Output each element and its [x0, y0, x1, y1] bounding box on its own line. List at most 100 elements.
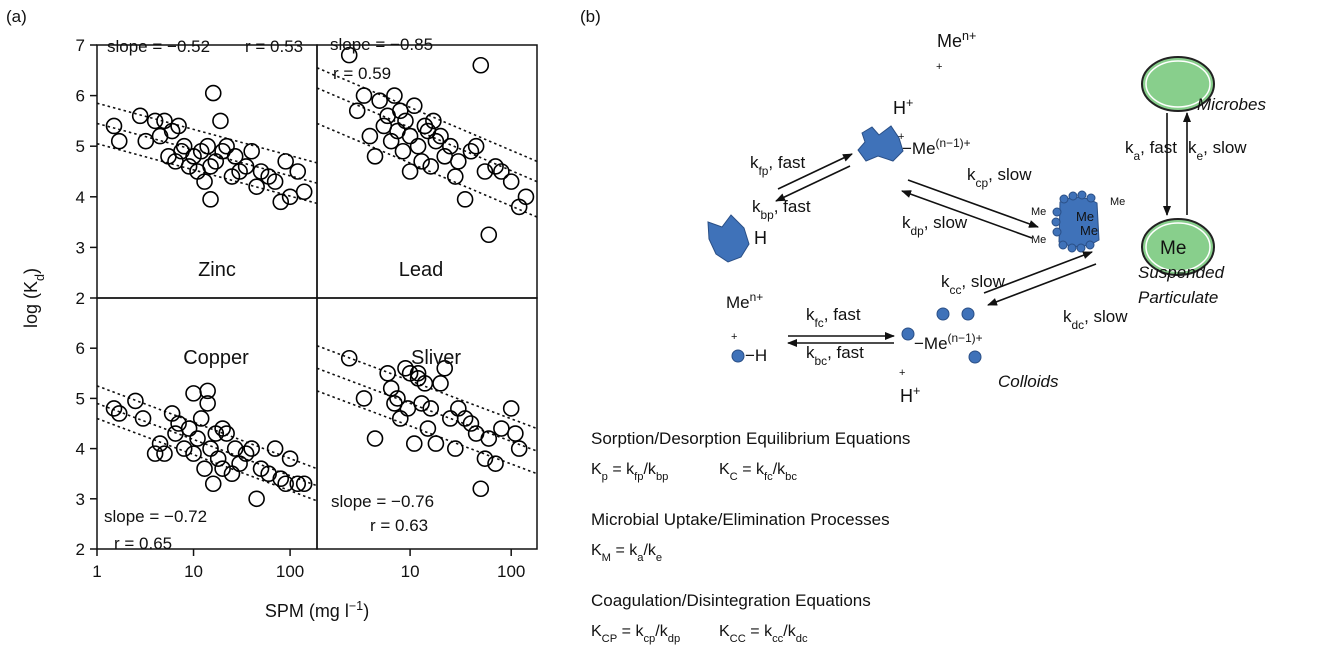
text-part: H: [893, 98, 906, 118]
text-part: k: [1188, 138, 1197, 157]
diagram-shapes: [707, 56, 1215, 364]
data-point: [272, 193, 290, 211]
diagram-label: Microbes: [1197, 95, 1266, 114]
data-point: [480, 430, 498, 447]
data-point: [248, 178, 265, 195]
data-point: [199, 382, 216, 400]
data-point: [510, 440, 528, 457]
equation-heading: Microbial Uptake/Elimination Processes: [591, 510, 890, 529]
supscript: (n−1)+: [948, 331, 983, 345]
data-point: [510, 198, 528, 216]
diagram-label: Particulate: [1138, 288, 1218, 307]
subscript: dc: [1072, 318, 1085, 332]
text-part: −Me: [902, 139, 936, 158]
data-point: [192, 410, 210, 427]
diagram-label: kbc, fast: [806, 343, 864, 368]
data-point: [199, 395, 216, 412]
subscript: C: [730, 471, 738, 483]
data-point: [156, 112, 173, 130]
y-tick-label: 3: [76, 238, 85, 257]
data-point: [394, 142, 412, 160]
diagram-label: H+: [900, 384, 920, 406]
data-point: [137, 132, 155, 150]
subscript: cc: [950, 283, 962, 297]
data-point: [355, 87, 373, 104]
fit-line: [96, 402, 318, 487]
diagram-label: −H: [745, 346, 767, 365]
data-point: [456, 191, 474, 208]
subscript: dp: [668, 633, 680, 645]
data-point: [196, 460, 213, 477]
data-point: [399, 400, 417, 417]
text-part: = k: [611, 542, 638, 559]
supscript: +: [906, 96, 913, 110]
diagram-label: kcc, slow: [941, 272, 1006, 297]
data-point: [226, 440, 244, 457]
data-point: [480, 226, 498, 244]
text-part: /k: [783, 623, 796, 640]
text-part: , fast: [768, 153, 805, 172]
subscript: e: [1197, 149, 1204, 163]
subscript: d: [33, 274, 47, 281]
text-part: Me: [937, 31, 962, 51]
data-point: [146, 445, 164, 462]
diagram-label: H+: [893, 96, 913, 118]
subscript: dc: [796, 633, 808, 645]
data-point: [422, 158, 440, 175]
data-point: [266, 173, 284, 190]
text-part: k: [752, 197, 761, 216]
data-point: [340, 349, 358, 367]
text-part: Me: [1160, 238, 1186, 259]
diagram-label: Suspended: [1138, 263, 1225, 282]
diagram-label: −Me(n−1)+: [914, 331, 983, 353]
text-part: K: [591, 542, 602, 559]
data-point: [185, 385, 202, 402]
data-point: [476, 163, 494, 180]
equation: Kp = kfp/kbp: [591, 461, 668, 483]
subscript: fp: [759, 164, 769, 178]
data-point: [105, 400, 123, 417]
text-part: Particulate: [1138, 288, 1218, 307]
data-point: [436, 359, 454, 377]
data-point: [413, 153, 430, 170]
text-part: , slow: [961, 272, 1005, 291]
annotation: r = 0.63: [370, 516, 428, 535]
data-point: [502, 400, 520, 417]
microbe: [1141, 56, 1215, 112]
data-point: [131, 107, 149, 125]
data-point: [462, 415, 480, 432]
text-part: = k: [608, 461, 635, 478]
text-part: , fast: [824, 305, 861, 324]
data-point: [409, 364, 427, 382]
data-point: [366, 148, 384, 165]
text-part: /k: [773, 461, 786, 478]
supscript: +: [913, 384, 920, 398]
equation: KM = ka/ke: [591, 542, 662, 564]
supscript: −1: [349, 599, 363, 613]
data-point: [487, 455, 504, 472]
data-point: [289, 163, 307, 180]
data-point: [214, 420, 231, 437]
data-point: [202, 158, 219, 175]
text-part: , slow: [1203, 138, 1247, 157]
diagram-label: ka, fast: [1125, 138, 1177, 163]
humic-particle: [707, 214, 750, 263]
subscript: cp: [643, 633, 655, 645]
data-point: [456, 410, 474, 427]
data-point: [476, 450, 494, 467]
diagram-label: kfc, fast: [806, 305, 861, 330]
subscript: cc: [772, 633, 784, 645]
text-part: , fast: [774, 197, 811, 216]
subscript: fp: [634, 471, 643, 483]
text-part: /k: [655, 623, 668, 640]
data-point: [226, 148, 244, 165]
particle-bumps: [1051, 190, 1096, 253]
data-point: [272, 470, 290, 488]
y-tick-label: 3: [76, 490, 85, 509]
x-tick-label: 10: [184, 562, 203, 581]
data-point: [493, 420, 510, 437]
data-point: [413, 395, 430, 412]
text-part: k: [941, 272, 950, 291]
data-point: [204, 84, 222, 102]
subscript: a: [637, 552, 644, 564]
